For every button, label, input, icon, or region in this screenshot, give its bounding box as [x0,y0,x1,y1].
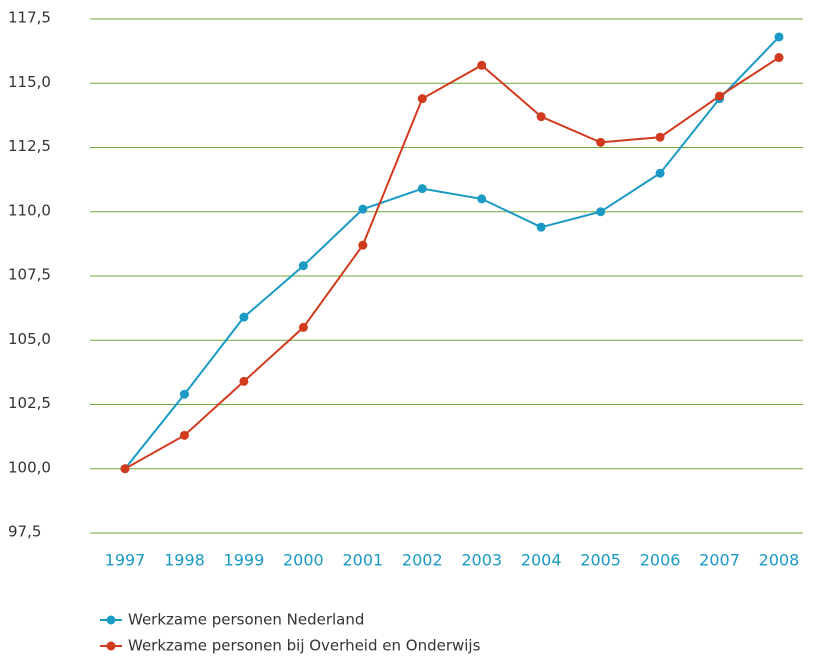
x-tick-label: 2008 [759,551,800,570]
data-point [655,132,665,142]
x-tick-label: 1999 [224,551,265,570]
x-tick-label: 2002 [402,551,443,570]
y-tick-label: 102,5 [8,394,51,412]
data-point [120,464,130,474]
x-tick-label: 1997 [105,551,146,570]
x-tick-label: 2001 [342,551,383,570]
series-line [124,56,780,470]
x-tick-label: 2006 [640,551,681,570]
data-point [596,137,606,147]
y-tick-label: 105,0 [8,330,51,348]
legend-marker [106,615,116,625]
data-point [596,207,606,217]
data-point [239,312,249,322]
data-point [179,430,189,440]
data-point [417,184,427,194]
y-tick-label: 107,5 [8,266,51,284]
x-tick-label: 2007 [699,551,740,570]
y-tick-label: 115,0 [8,73,51,91]
x-tick-label: 1998 [164,551,205,570]
data-point [358,240,368,250]
series-line [124,36,780,470]
data-point [774,32,784,42]
data-point [298,261,308,271]
legend-marker [106,641,116,651]
y-tick-label: 97,5 [8,523,41,541]
x-tick-label: 2004 [521,551,562,570]
data-point [774,53,784,63]
data-point [417,94,427,104]
data-point [715,91,725,101]
data-point [358,204,368,214]
y-tick-label: 110,0 [8,201,51,219]
y-tick-label: 112,5 [8,137,51,155]
x-tick-label: 2003 [461,551,502,570]
y-tick-label: 117,5 [8,9,51,27]
y-tick-label: 100,0 [8,458,51,476]
legend-label: Werkzame personen Nederland [128,611,364,629]
data-point [536,112,546,122]
data-point [179,389,189,399]
data-point [298,322,308,332]
data-point [477,194,487,204]
data-point [477,60,487,70]
data-point [655,168,665,178]
data-point [536,222,546,232]
x-tick-label: 2000 [283,551,324,570]
legend-label: Werkzame personen bij Overheid en Onderw… [128,637,481,655]
data-point [239,376,249,386]
x-tick-label: 2005 [580,551,621,570]
